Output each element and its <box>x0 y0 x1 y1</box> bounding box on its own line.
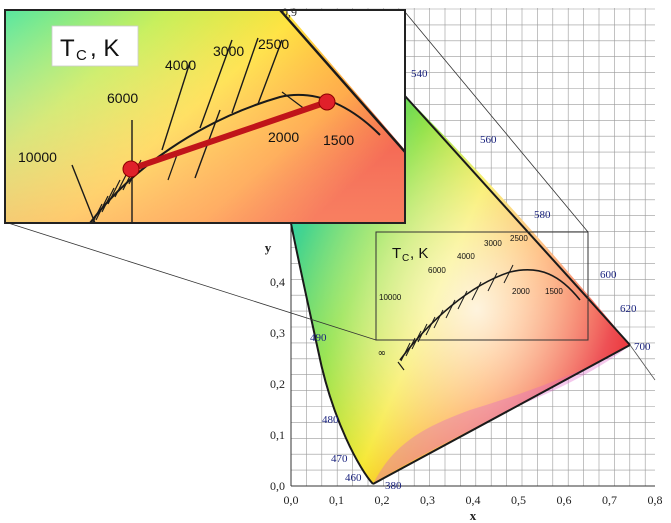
inset-temp-label-10000: 10000 <box>18 149 57 165</box>
inset-temp-label-2500: 2500 <box>258 36 289 52</box>
inset-temp-label-1500: 1500 <box>323 132 354 148</box>
small-temp-label-3000: 3000 <box>484 239 502 248</box>
inset-temp-label-3000: 3000 <box>213 43 244 59</box>
isotherm-tick-small <box>503 264 514 284</box>
y-tick-label: 0,4 <box>270 275 285 289</box>
isotherm-line-inset <box>231 37 259 114</box>
x-tick-label: 0,3 <box>420 493 435 507</box>
wavelength-label-460: 460 <box>345 472 362 484</box>
inset-temp-label-4000: 4000 <box>165 57 196 73</box>
x-tick-label: 0,4 <box>466 493 481 507</box>
connector-top <box>404 11 589 233</box>
planckian-curve-small <box>399 269 581 361</box>
segment-start-point <box>122 160 140 178</box>
y-tick-label: 0,0 <box>270 479 285 493</box>
connector-bottom <box>4 221 377 341</box>
isotherm-tick-small <box>487 272 498 292</box>
small-temp-label-2000: 2000 <box>512 287 530 296</box>
emphasis-segment <box>128 99 330 172</box>
tc-subscript-label-small: C <box>402 253 409 264</box>
wavelength-label-490: 490 <box>310 332 327 344</box>
small-temp-label-10000: 10000 <box>379 293 402 302</box>
infinity-tick <box>397 361 405 371</box>
y-tick-label-top: 0,9 <box>282 5 297 19</box>
isotherm-10000-line <box>71 164 96 223</box>
isotherm-tick-inset <box>91 203 103 223</box>
tc-label-box <box>51 25 139 67</box>
small-temp-label-6000: 6000 <box>428 266 446 275</box>
isotherm-tick-small <box>425 316 436 336</box>
x-tick-label: 0,5 <box>511 493 526 507</box>
isotherm-tick-small <box>417 323 428 343</box>
magnifier-lines <box>4 11 589 341</box>
x-axis-letter: x <box>470 508 477 523</box>
y-tick-label: 0,2 <box>270 377 285 391</box>
isotherm-tick-small <box>400 342 411 362</box>
inset-source-box <box>375 231 589 341</box>
tc-symbol-label-small: T <box>392 245 401 262</box>
small-temp-label-2500: 2500 <box>510 234 528 243</box>
x-tick-label: 0,8 <box>648 493 663 507</box>
isotherm-tick-small <box>445 299 456 319</box>
x-tick-label: 0,6 <box>557 493 572 507</box>
wavelength-label-480: 480 <box>322 414 339 426</box>
inset-frame <box>4 9 406 224</box>
cct-infinity-label: ∞ <box>378 348 386 359</box>
magnified-inset <box>4 9 406 224</box>
isotherm-tick-small <box>471 281 482 301</box>
inset-temp-label-2000: 2000 <box>268 129 299 145</box>
tc-unit-label-small: , K <box>410 245 428 262</box>
small-temp-label-4000: 4000 <box>457 252 475 261</box>
x-tick-label: 0,0 <box>284 493 299 507</box>
tc-unit-label: , K <box>90 35 119 62</box>
wavelength-label-580: 580 <box>534 209 551 221</box>
isotherm-1500-tick <box>281 91 307 111</box>
locus-outline-red <box>404 95 631 346</box>
isotherm-tick-small <box>433 309 444 329</box>
purple-line <box>372 344 631 485</box>
labels: 0,0 0,1 0,2 0,3 0,4 0,5 0,6 0,7 0,8 0,0 0,1 0,2 0,3 0… <box>18 5 663 523</box>
x-tick-label: 0,1 <box>329 493 344 507</box>
y-tick-label: 0,1 <box>270 428 285 442</box>
locus-outline-blue <box>289 217 374 485</box>
small-temp-label-1500: 1500 <box>545 287 563 296</box>
x-tick-label: 0,7 <box>602 493 617 507</box>
inset-locus-edge <box>279 10 405 153</box>
isotherm-tick-inset <box>114 172 128 198</box>
wavelength-label-700: 700 <box>634 341 651 353</box>
isotherm-tick-inset <box>95 195 109 221</box>
wavelength-label-380: 380 <box>385 480 402 492</box>
isotherm-line-inset <box>161 61 191 151</box>
inset-temp-label-6000: 6000 <box>107 90 138 106</box>
isotherm-tick-small <box>405 337 416 357</box>
isotherm-tick-inset <box>107 179 121 205</box>
segment-end-point <box>318 93 336 111</box>
isotherm-tick-small <box>457 290 468 310</box>
wavelength-label-620: 620 <box>620 303 637 315</box>
wavelength-label-540: 540 <box>411 68 428 80</box>
locus-extension <box>629 344 656 381</box>
wavelength-label-560: 560 <box>480 134 497 146</box>
x-tick-label: 0,2 <box>375 493 390 507</box>
y-axis-letter: y <box>265 240 272 255</box>
wavelength-label-470: 470 <box>331 453 348 465</box>
isotherm-line-inset <box>199 39 233 129</box>
tc-symbol-label: T <box>60 35 75 62</box>
isotherm-tick-small <box>411 330 422 350</box>
isotherm-line-inset <box>257 39 283 105</box>
planckian-locus-small <box>375 231 589 371</box>
wavelength-label-600: 600 <box>600 269 617 281</box>
tc-subscript-label: C <box>76 47 87 64</box>
isotherm-tick-inset <box>101 187 115 213</box>
y-tick-label: 0,3 <box>270 326 285 340</box>
